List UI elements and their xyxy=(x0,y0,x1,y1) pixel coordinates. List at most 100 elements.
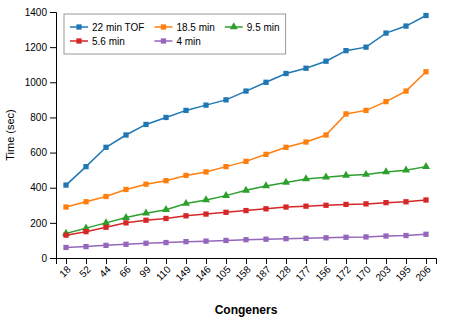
data-point xyxy=(403,88,408,93)
data-point xyxy=(363,234,368,239)
data-point xyxy=(323,132,328,137)
data-point xyxy=(423,69,428,74)
legend-label: 9.5 min xyxy=(247,22,280,33)
y-tick-label: 1400 xyxy=(25,7,48,18)
data-point xyxy=(363,44,368,49)
x-tick-label: 156 xyxy=(313,263,333,283)
x-tick: 128 xyxy=(273,258,293,283)
y-tick-label: 200 xyxy=(30,218,47,229)
x-tick: 187 xyxy=(253,258,273,283)
x-tick-label: 110 xyxy=(154,263,173,282)
x-tick: 149 xyxy=(173,258,193,283)
legend-label: 4 min xyxy=(176,36,200,47)
plot: 1852446699110149146105158187128177156172… xyxy=(25,7,437,284)
data-point xyxy=(343,202,348,207)
x-tick-mark xyxy=(146,258,147,264)
data-point xyxy=(83,199,88,204)
data-point xyxy=(323,235,328,240)
data-point xyxy=(263,80,268,85)
data-point xyxy=(402,165,410,172)
data-point xyxy=(142,209,150,216)
data-point xyxy=(263,206,268,211)
data-point xyxy=(223,164,228,169)
x-tick-label: 128 xyxy=(273,263,293,283)
data-point xyxy=(362,170,370,177)
x-tick-mark xyxy=(406,258,407,264)
x-tick: 52 xyxy=(77,258,93,279)
legend-frame xyxy=(64,14,286,54)
data-point xyxy=(263,237,268,242)
data-point xyxy=(243,159,248,164)
data-point xyxy=(63,204,68,209)
y-tick-label: 1000 xyxy=(25,77,48,88)
data-point xyxy=(343,48,348,53)
x-tick-label: 195 xyxy=(393,263,413,283)
legend-marker xyxy=(161,38,166,43)
data-point xyxy=(83,244,88,249)
data-point xyxy=(343,235,348,240)
data-point xyxy=(283,236,288,241)
x-tick: 66 xyxy=(117,258,133,279)
x-tick-mark xyxy=(106,258,107,264)
x-tick-mark xyxy=(366,258,367,264)
data-point xyxy=(143,218,148,223)
x-tick-mark xyxy=(286,258,287,264)
x-tick-mark xyxy=(126,258,127,264)
data-point xyxy=(382,167,390,174)
data-point xyxy=(303,204,308,209)
data-point xyxy=(183,239,188,244)
x-tick-label: 149 xyxy=(173,263,193,283)
x-tick: 110 xyxy=(154,258,173,283)
y-tick-mark xyxy=(50,223,56,224)
data-point xyxy=(203,169,208,174)
data-point xyxy=(122,213,130,220)
data-point xyxy=(342,171,350,178)
data-point xyxy=(123,132,128,137)
x-tick: 170 xyxy=(353,258,373,283)
y-tick-mark xyxy=(50,82,56,83)
x-tick: 158 xyxy=(233,258,253,283)
data-point xyxy=(323,59,328,64)
x-tick: 146 xyxy=(193,258,213,283)
legend-marker xyxy=(230,22,238,29)
data-point xyxy=(222,191,230,198)
data-point xyxy=(423,197,428,202)
x-tick: 203 xyxy=(373,258,393,283)
data-point xyxy=(163,115,168,120)
data-point xyxy=(383,200,388,205)
series-line xyxy=(66,234,426,247)
x-tick-label: 99 xyxy=(137,263,153,279)
data-point xyxy=(223,97,228,102)
legend-item: 9.5 min xyxy=(225,22,280,33)
legend: 22 min TOF18.5 min9.5 min5.6 min4 min xyxy=(64,14,286,54)
data-point xyxy=(143,122,148,127)
x-tick-mark xyxy=(426,258,427,264)
data-point xyxy=(403,23,408,28)
data-point xyxy=(103,225,108,230)
data-point xyxy=(183,213,188,218)
x-tick: 156 xyxy=(313,258,333,283)
data-point xyxy=(183,108,188,113)
data-point xyxy=(103,145,108,150)
data-point xyxy=(203,102,208,107)
y-axis-title: Time (sec) xyxy=(4,109,16,161)
y-tick: 0 xyxy=(41,253,56,264)
data-point xyxy=(103,194,108,199)
x-tick-mark xyxy=(306,258,307,264)
data-point xyxy=(63,182,68,187)
series xyxy=(63,197,428,237)
x-tick-mark xyxy=(326,258,327,264)
x-tick-label: 170 xyxy=(353,263,373,283)
data-point xyxy=(283,145,288,150)
y-tick-label: 1200 xyxy=(25,42,48,53)
series xyxy=(63,13,428,188)
x-axis-line xyxy=(57,259,437,265)
x-tick-label: 146 xyxy=(193,263,213,283)
data-point xyxy=(403,199,408,204)
data-point xyxy=(282,178,290,185)
series-line xyxy=(66,72,426,207)
y-tick: 1200 xyxy=(25,42,56,53)
data-point xyxy=(303,236,308,241)
x-tick-label: 206 xyxy=(413,263,433,283)
x-tick-label: 187 xyxy=(253,263,273,283)
